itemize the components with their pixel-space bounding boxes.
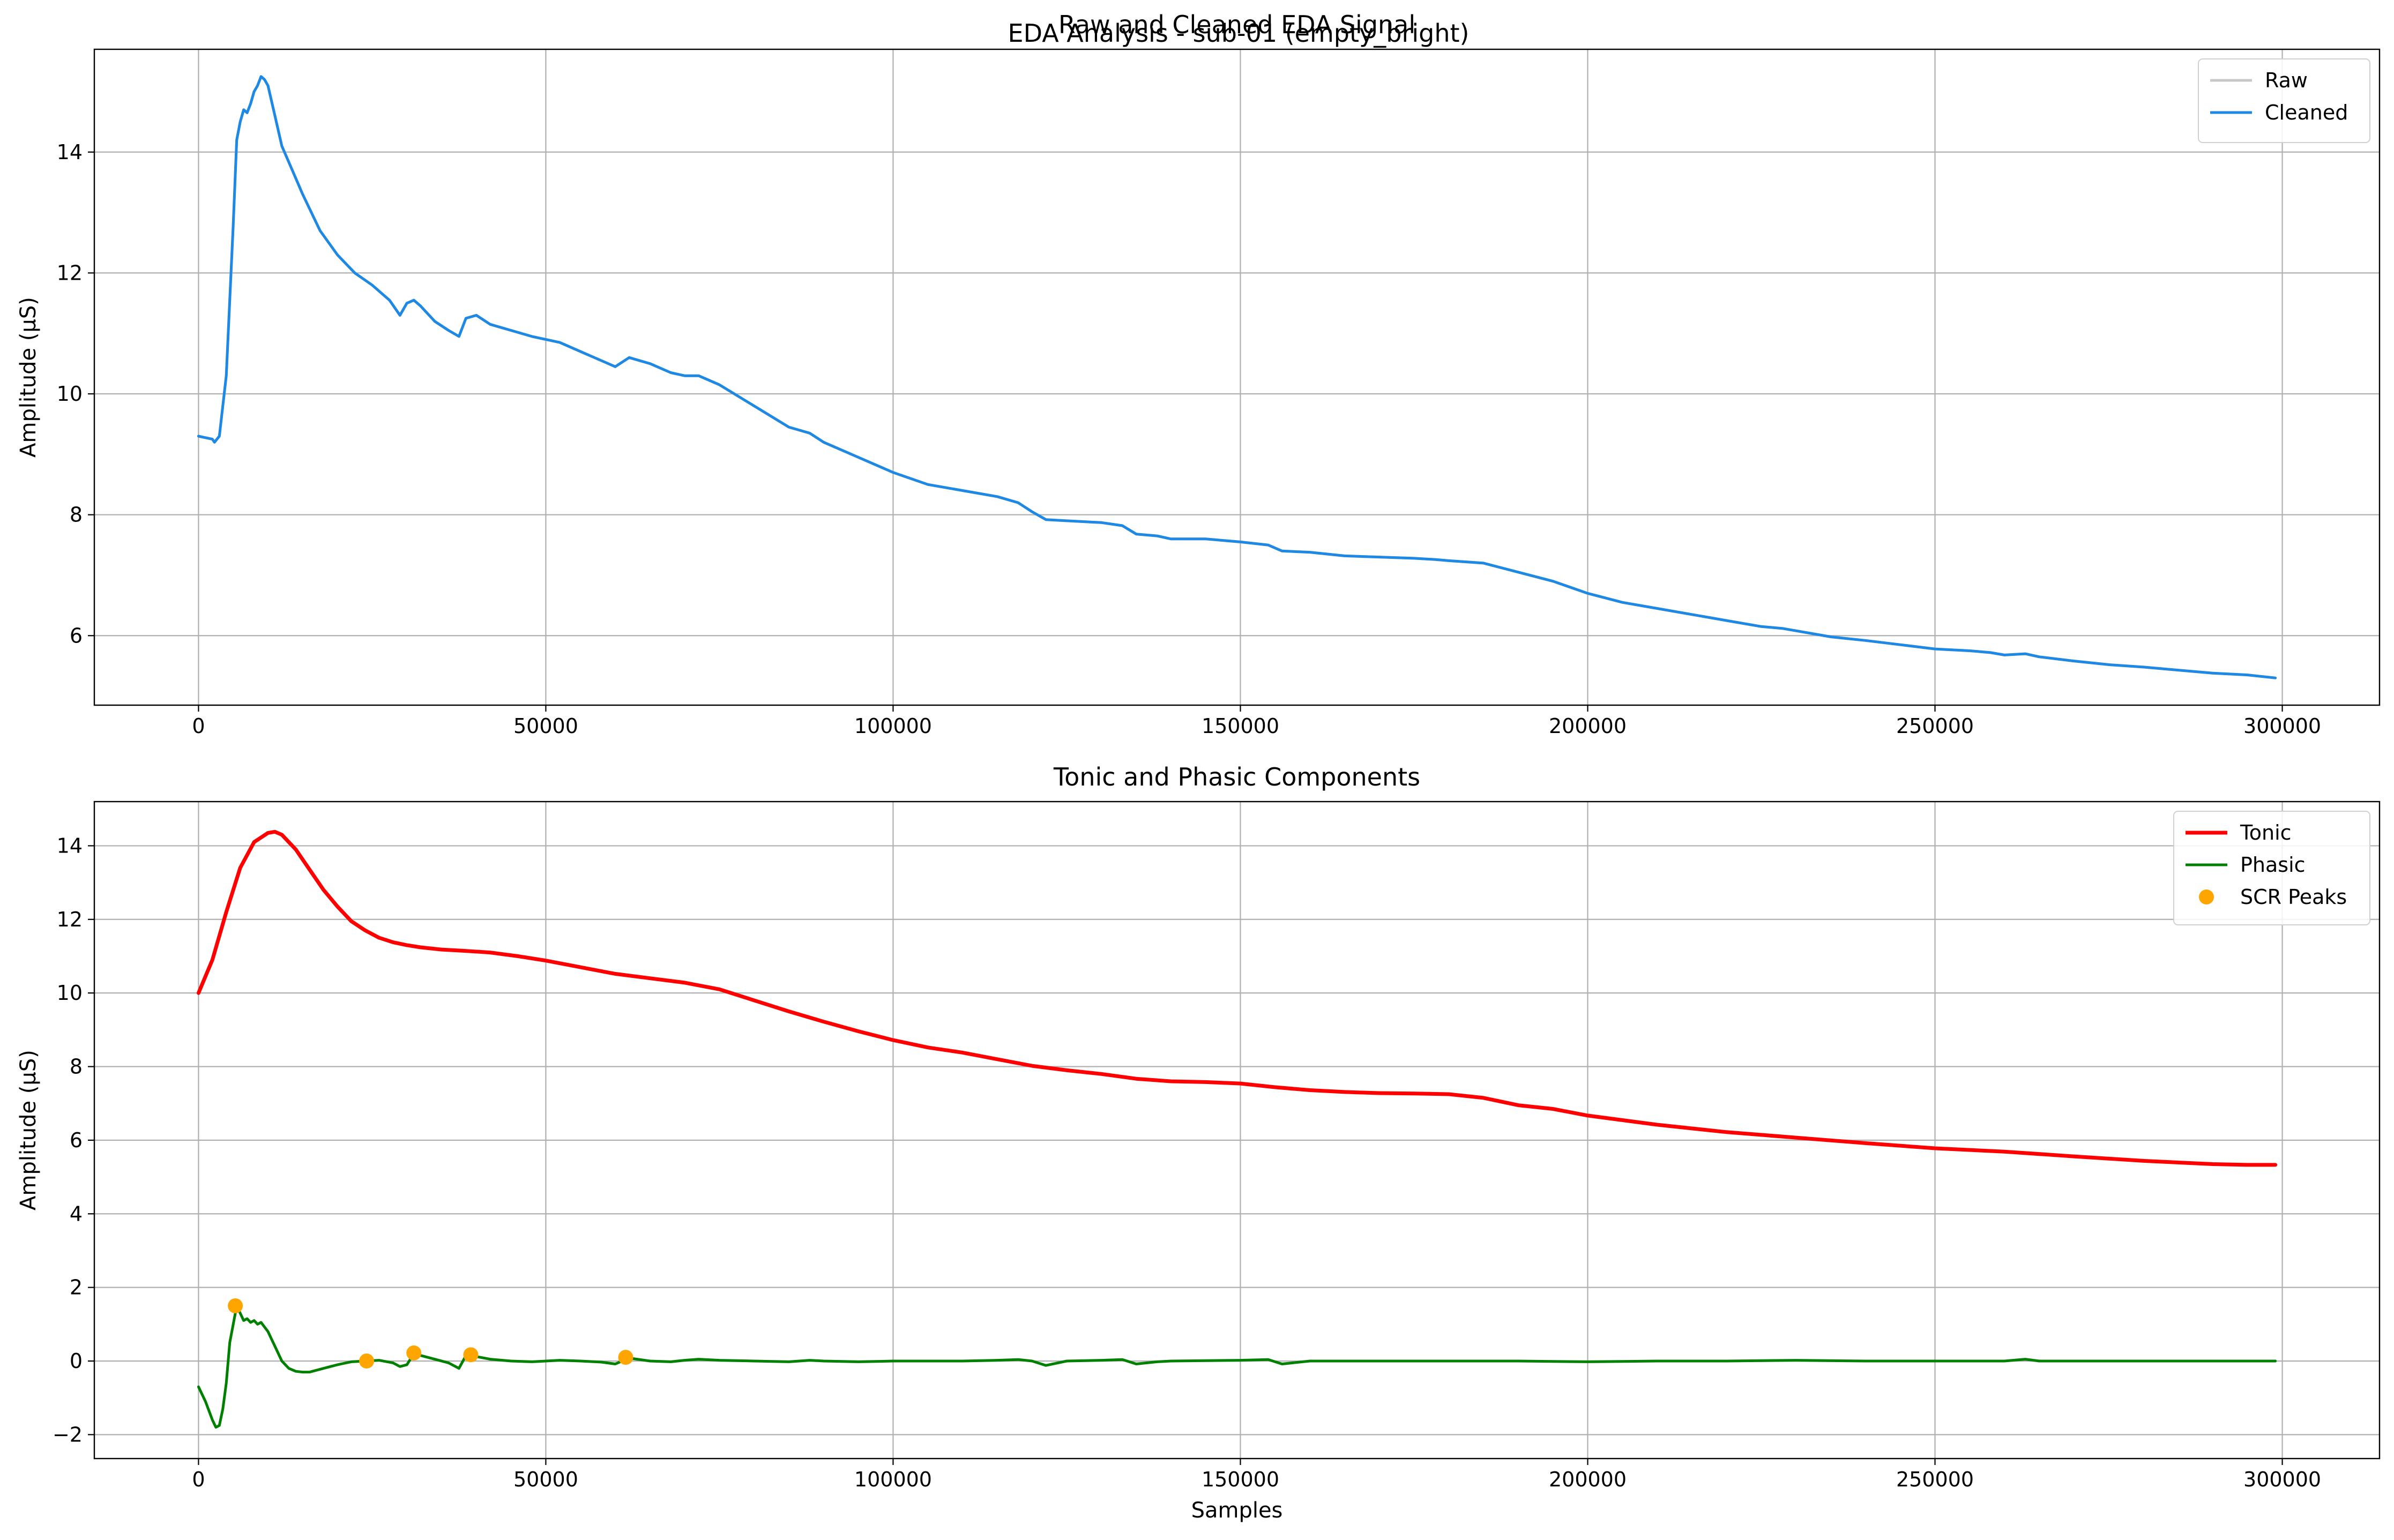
legend-label: Cleaned xyxy=(2265,101,2348,124)
chart-title: Raw and Cleaned EDA Signal xyxy=(1058,10,1415,39)
x-tick-label: 0 xyxy=(192,714,205,738)
x-tick-label: 150000 xyxy=(1202,1468,1279,1491)
y-axis-label: Amplitude (μS) xyxy=(16,297,41,458)
x-tick-label: 250000 xyxy=(1896,714,1974,738)
y-tick-label: 2 xyxy=(70,1276,83,1299)
legend-swatch xyxy=(2199,889,2214,904)
series-line-tonic xyxy=(196,829,2278,1167)
scr-peak-point xyxy=(406,1345,422,1360)
x-tick-label: 50000 xyxy=(513,1468,578,1491)
figure-suptitle: EDA Analysis - sub-01 (empty_bright) xyxy=(1008,19,1470,48)
scr-peak-point xyxy=(228,1298,243,1313)
x-tick-label: 300000 xyxy=(2243,714,2321,738)
y-tick-label: 0 xyxy=(70,1349,83,1373)
legend: Tonic Phasic SCR Peaks xyxy=(2173,811,2370,925)
x-tick-label: 250000 xyxy=(1896,1468,1974,1491)
series-line-cleaned xyxy=(197,75,2277,679)
scr-peak-point xyxy=(618,1350,633,1365)
x-tick-label: 100000 xyxy=(854,714,932,738)
x-tick-label: 200000 xyxy=(1549,1468,1627,1491)
legend-label: SCR Peaks xyxy=(2240,885,2347,909)
y-tick-label: 12 xyxy=(57,261,83,285)
y-axis-label: Amplitude (μS) xyxy=(16,1050,41,1210)
y-tick-label: −2 xyxy=(53,1423,83,1446)
axes-frame xyxy=(93,48,2381,706)
scr-peak-point xyxy=(359,1353,375,1369)
y-tick-label: 6 xyxy=(70,1128,83,1152)
legend-box xyxy=(2173,811,2370,925)
plot-area xyxy=(94,49,2380,705)
series-line-phasic xyxy=(197,1304,2277,1429)
x-tick-label: 50000 xyxy=(513,714,578,738)
legend-label: Raw xyxy=(2265,69,2308,92)
chart-tonic-phasic: 0 50000 100000 150000 200000 250000 300000 −2 0 2… xyxy=(16,762,2381,1523)
y-tick-label: 12 xyxy=(57,908,83,931)
x-tick-label: 150000 xyxy=(1202,714,1279,738)
chart-raw-cleaned-eda: 0 50000 100000 150000 200000 250000 300000 6 8 10… xyxy=(16,10,2381,738)
y-tick-label: 10 xyxy=(57,981,83,1005)
axes-frame xyxy=(93,801,2381,1460)
scr-peak-point xyxy=(463,1347,479,1363)
y-tick-label: 4 xyxy=(70,1202,83,1225)
y-tick-label: 6 xyxy=(70,624,83,647)
y-tick-label: 8 xyxy=(70,1055,83,1079)
x-tick-label: 0 xyxy=(192,1468,205,1491)
legend: Raw Cleaned xyxy=(2198,58,2370,143)
chart-title: Tonic and Phasic Components xyxy=(1053,762,1420,791)
legend-label: Tonic xyxy=(2240,821,2292,844)
x-axis-label: Samples xyxy=(1191,1498,1283,1523)
y-tick-label: 10 xyxy=(57,382,83,406)
x-tick-label: 300000 xyxy=(2243,1468,2321,1491)
x-tick-label: 200000 xyxy=(1549,714,1627,738)
x-tick-label: 100000 xyxy=(854,1468,932,1491)
y-tick-label: 14 xyxy=(57,834,83,857)
y-tick-label: 8 xyxy=(70,503,83,527)
legend-label: Phasic xyxy=(2240,853,2306,877)
y-tick-label: 14 xyxy=(57,140,83,164)
